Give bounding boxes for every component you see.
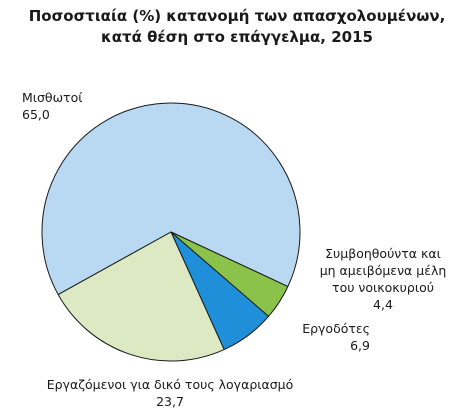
label-symvoithounta-line-1: Συμβοηθούντα και — [325, 246, 441, 261]
label-ergazomenoi-value: 23,7 — [156, 394, 184, 409]
label-ergodotes-name: Εργοδότες — [302, 321, 370, 336]
label-symvoithounta-value: 4,4 — [373, 297, 393, 312]
slice-misthotoi — [41, 102, 301, 296]
chart-title-line-1: Ποσοστιαία (%) κατανομή των απασχολουμέν… — [28, 7, 446, 25]
label-ergodotes-value: 6,9 — [350, 338, 370, 353]
label-symvoithounta-line-2: μη αμειβόμενα μέλη — [319, 263, 447, 278]
label-ergodotes: Εργοδότες 6,9 — [270, 320, 370, 354]
label-misthotoi-value: 65,0 — [22, 107, 50, 122]
label-misthotoi-name: Μισθωτοί — [22, 90, 83, 105]
label-misthotoi: Μισθωτοί 65,0 — [22, 89, 82, 123]
chart-title: Ποσοστιαία (%) κατανομή των απασχολουμέν… — [0, 6, 474, 48]
label-symvoithounta: Συμβοηθούντα και μη αμειβόμενα μέλη του … — [300, 245, 466, 313]
label-symvoithounta-line-3: του νοικοκυριού — [332, 280, 434, 295]
slice-ergazomenoi — [57, 231, 225, 362]
chart-title-line-2: κατά θέση στο επάγγελμα, 2015 — [101, 28, 373, 46]
label-ergazomenoi-name: Εργαζόμενοι για δικό τους λογαριασμό — [46, 377, 294, 392]
label-ergazomenoi: Εργαζόμενοι για δικό τους λογαριασμό 23,… — [20, 376, 320, 410]
